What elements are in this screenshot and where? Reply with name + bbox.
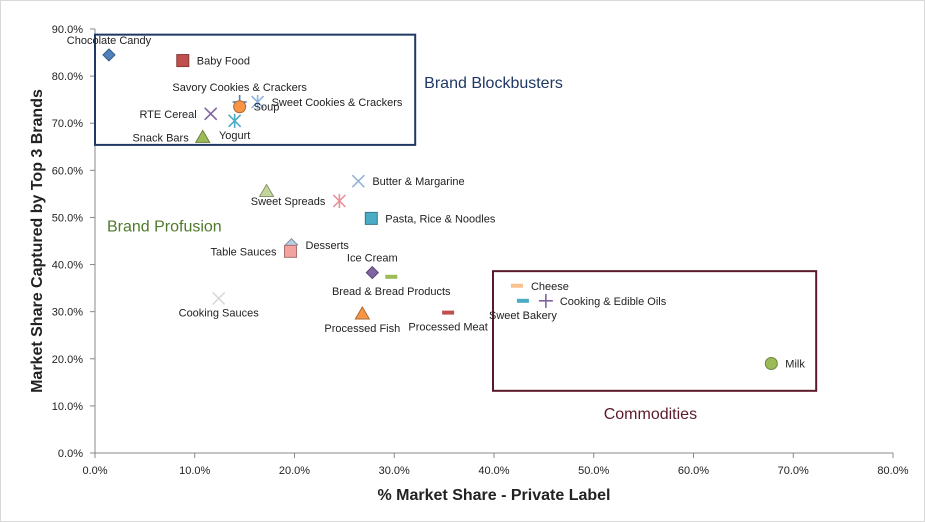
x-tick-label: 0.0% <box>82 465 107 477</box>
point-label-snack-bars: Snack Bars <box>132 132 189 144</box>
axes: 0.0% 10.0% 20.0% 30.0% 40.0% 50.0% 60.0% 70.0% 8… <box>52 24 909 477</box>
point-label-sweet-spreads: Sweet Spreads <box>251 196 326 208</box>
marker-ice-cream <box>365 265 380 280</box>
point-label-desserts: Desserts <box>306 240 350 252</box>
marker-rte-cereal <box>204 107 218 121</box>
x-tick-label: 70.0% <box>778 465 809 477</box>
marker-processed-meat <box>442 310 455 315</box>
marker-sweet-cookies-crackers <box>251 95 265 110</box>
x-tick-label: 30.0% <box>379 465 410 477</box>
y-tick-label: 0.0% <box>58 448 83 460</box>
marker-sweet-spreads <box>332 193 346 208</box>
point-label-butter-margarine: Butter & Margarine <box>372 176 464 188</box>
marker-snack-bars <box>194 129 211 143</box>
x-tick-label: 20.0% <box>279 465 310 477</box>
y-tick-label: 40.0% <box>52 260 83 272</box>
region-label-brand-profusion: Brand Profusion <box>107 219 222 236</box>
y-tick-label: 60.0% <box>52 165 83 177</box>
marker-pasta-rice-noodles <box>364 211 378 225</box>
point-label-pasta-rice-noodles: Pasta, Rice & Noodles <box>385 213 496 225</box>
marker-soup <box>233 100 247 114</box>
point-labels: Chocolate Candy Baby Food Savory Cookies &… <box>67 35 806 371</box>
marker-processed-fish <box>354 306 371 320</box>
region-box-brand-blockbusters <box>94 33 417 146</box>
marker-sweet-spreads-secondary <box>258 183 275 198</box>
region-box-commodities <box>492 270 818 392</box>
point-label-sweet-bakery: Sweet Bakery <box>489 310 557 322</box>
y-tick-label: 90.0% <box>52 24 83 36</box>
point-label-baby-food: Baby Food <box>197 56 250 68</box>
point-label-chocolate-candy: Chocolate Candy <box>67 35 152 47</box>
point-label-cooking-sauces: Cooking Sauces <box>179 307 260 319</box>
point-label-ice-cream: Ice Cream <box>347 253 398 265</box>
point-label-milk: Milk <box>785 358 805 370</box>
y-tick-label: 10.0% <box>52 401 83 413</box>
y-tick-label: 20.0% <box>52 354 83 366</box>
regions: Brand Blockbusters Brand Profusion Commodi… <box>94 33 818 423</box>
point-label-yogurt: Yogurt <box>219 130 250 142</box>
point-label-sweet-cookies-crackers: Sweet Cookies & Crackers <box>272 97 403 109</box>
point-label-bread-bread-products: Bread & Bread Products <box>332 286 451 298</box>
marker-cooking-sauces <box>212 291 226 306</box>
data-points <box>102 48 778 370</box>
x-tick-label: 40.0% <box>478 465 509 477</box>
marker-chocolate-candy <box>102 48 116 62</box>
y-tick-label: 30.0% <box>52 307 83 319</box>
x-tick-label: 10.0% <box>179 465 210 477</box>
marker-bread-bread-products <box>385 274 398 279</box>
marker-yogurt <box>228 113 242 128</box>
y-tick-label: 50.0% <box>52 212 83 224</box>
point-label-processed-fish: Processed Fish <box>324 323 400 335</box>
point-label-savory-cookies-crackers: Savory Cookies & Crackers <box>172 82 307 94</box>
x-tick-label: 80.0% <box>877 465 908 477</box>
point-label-cooking-edible-oils: Cooking & Edible Oils <box>560 296 667 308</box>
region-label-brand-blockbusters: Brand Blockbusters <box>424 75 563 92</box>
point-label-processed-meat: Processed Meat <box>408 322 487 334</box>
x-tick-label: 50.0% <box>578 465 609 477</box>
region-label-commodities: Commodities <box>604 406 697 423</box>
marker-cheese <box>510 283 523 288</box>
marker-milk <box>764 356 778 370</box>
x-tick-label: 60.0% <box>678 465 709 477</box>
y-tick-label: 80.0% <box>52 71 83 83</box>
x-axis-title: % Market Share - Private Label <box>378 487 611 504</box>
marker-table-sauces <box>284 244 298 258</box>
marker-sweet-bakery <box>516 298 529 303</box>
y-tick-label: 70.0% <box>52 118 83 130</box>
point-label-table-sauces: Table Sauces <box>210 246 277 258</box>
point-label-rte-cereal: RTE Cereal <box>139 109 196 121</box>
marker-butter-margarine <box>351 174 365 188</box>
marker-cooking-edible-oils <box>538 293 553 308</box>
y-axis-title: Market Share Captured by Top 3 Brands <box>29 89 46 393</box>
marker-baby-food <box>176 54 190 68</box>
point-label-soup: Soup <box>254 102 280 114</box>
point-label-cheese: Cheese <box>531 281 569 293</box>
